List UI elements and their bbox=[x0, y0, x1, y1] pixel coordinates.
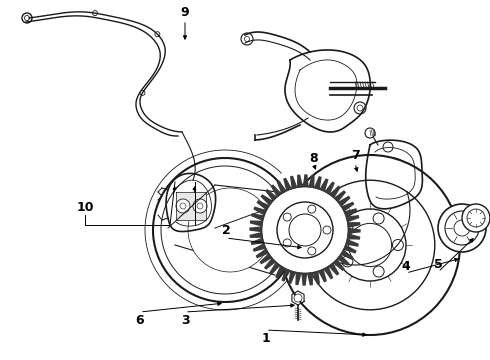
Circle shape bbox=[289, 214, 321, 246]
Circle shape bbox=[305, 180, 435, 310]
Text: 9: 9 bbox=[181, 5, 189, 18]
Circle shape bbox=[193, 199, 207, 213]
Circle shape bbox=[454, 220, 470, 236]
Circle shape bbox=[277, 202, 333, 258]
Circle shape bbox=[373, 266, 384, 277]
Circle shape bbox=[180, 203, 186, 209]
Circle shape bbox=[197, 203, 203, 209]
Text: 1: 1 bbox=[262, 332, 270, 345]
Circle shape bbox=[212, 212, 248, 248]
Circle shape bbox=[342, 256, 353, 267]
Circle shape bbox=[365, 128, 375, 138]
Text: 10: 10 bbox=[76, 201, 94, 213]
Text: 3: 3 bbox=[181, 314, 189, 327]
Circle shape bbox=[241, 33, 253, 45]
Circle shape bbox=[280, 155, 460, 335]
Text: 6: 6 bbox=[136, 314, 145, 327]
Circle shape bbox=[373, 213, 384, 224]
Circle shape bbox=[445, 211, 479, 245]
Text: 7: 7 bbox=[351, 149, 359, 162]
Circle shape bbox=[202, 202, 258, 258]
Text: 8: 8 bbox=[310, 152, 318, 165]
Polygon shape bbox=[250, 175, 360, 285]
Circle shape bbox=[357, 105, 363, 111]
Circle shape bbox=[93, 11, 98, 15]
Circle shape bbox=[383, 142, 393, 152]
Circle shape bbox=[245, 36, 249, 41]
Circle shape bbox=[334, 209, 406, 281]
Circle shape bbox=[462, 204, 490, 232]
Circle shape bbox=[467, 209, 485, 227]
Circle shape bbox=[24, 15, 29, 21]
Circle shape bbox=[342, 223, 353, 234]
Circle shape bbox=[354, 102, 366, 114]
Circle shape bbox=[140, 90, 145, 95]
Circle shape bbox=[308, 247, 316, 255]
Polygon shape bbox=[176, 192, 206, 220]
Circle shape bbox=[438, 204, 486, 252]
Text: 2: 2 bbox=[221, 224, 230, 237]
Circle shape bbox=[385, 164, 401, 180]
Circle shape bbox=[348, 224, 392, 267]
Text: 5: 5 bbox=[434, 258, 442, 271]
Circle shape bbox=[294, 294, 302, 302]
Circle shape bbox=[188, 188, 272, 272]
Circle shape bbox=[392, 239, 403, 251]
Circle shape bbox=[283, 213, 291, 221]
Circle shape bbox=[176, 199, 190, 213]
Circle shape bbox=[379, 158, 407, 186]
Circle shape bbox=[283, 239, 291, 247]
Circle shape bbox=[22, 13, 32, 23]
Circle shape bbox=[308, 205, 316, 213]
Circle shape bbox=[262, 187, 348, 273]
Circle shape bbox=[323, 226, 331, 234]
Text: 4: 4 bbox=[402, 260, 410, 273]
Circle shape bbox=[155, 32, 160, 37]
